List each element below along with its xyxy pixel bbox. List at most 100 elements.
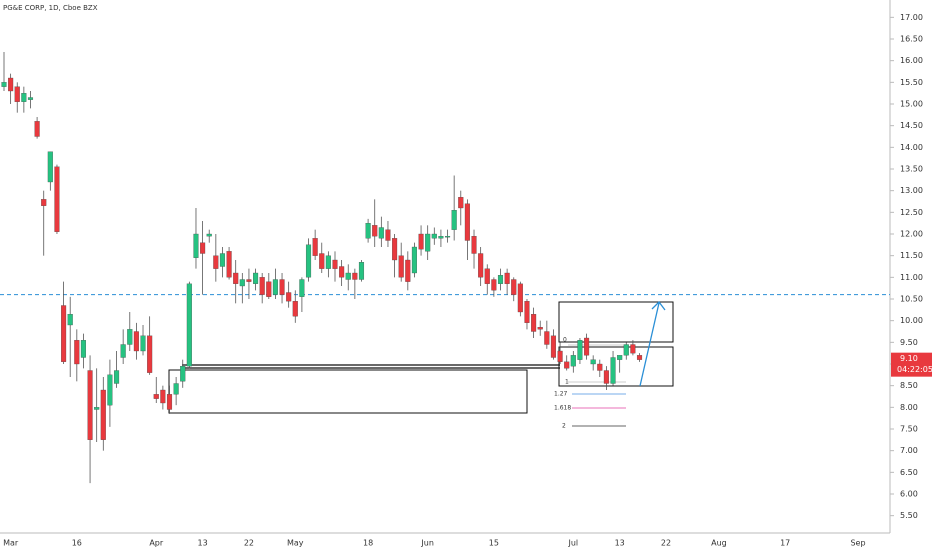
- fib-label: 1: [565, 379, 569, 386]
- x-tick-label: 18: [363, 539, 373, 548]
- candle-body: [524, 301, 530, 323]
- candle-body: [147, 335, 153, 373]
- x-tick-label: Mar: [3, 539, 19, 548]
- candle-body: [365, 223, 371, 239]
- candle-body: [511, 279, 517, 295]
- candle-body: [597, 363, 603, 371]
- candle-body: [100, 389, 106, 440]
- candle-body: [193, 233, 199, 258]
- x-tick-label: Aug: [711, 539, 727, 548]
- candle-body: [444, 236, 451, 238]
- price-tag-label: 9.10: [900, 354, 918, 363]
- candle-body: [206, 233, 212, 237]
- candle-body: [352, 272, 358, 280]
- candle-body: [537, 327, 543, 330]
- candle-body: [27, 97, 34, 100]
- y-tick-label: 6.50: [900, 468, 918, 477]
- candle-body: [87, 370, 93, 440]
- candle-body: [1, 82, 7, 87]
- candle-body: [41, 199, 47, 206]
- x-tick-label: 16: [72, 539, 82, 548]
- candle-body: [438, 236, 444, 239]
- fib-label: 0: [563, 337, 567, 344]
- candle-body: [14, 86, 20, 102]
- candle-body: [478, 253, 484, 278]
- y-tick-label: 8.00: [900, 403, 918, 412]
- base-box: [558, 346, 674, 387]
- candle-body: [584, 337, 590, 356]
- candle-body: [491, 279, 497, 291]
- candle-body: [339, 266, 345, 278]
- fib-label: 1.618: [554, 405, 571, 412]
- candle-body: [431, 233, 437, 239]
- x-tick-label: 22: [244, 539, 254, 548]
- y-tick-label: 15.00: [900, 100, 923, 109]
- price-tag: [891, 352, 932, 377]
- candle-body: [180, 366, 186, 382]
- candle-body: [378, 227, 384, 239]
- candle-body: [484, 268, 490, 284]
- candle-body: [332, 259, 338, 269]
- y-tick-label: 11.50: [900, 251, 923, 260]
- candle-body: [305, 244, 312, 278]
- candle-body: [21, 93, 27, 102]
- candle-body: [418, 233, 424, 250]
- y-tick-label: 12.50: [900, 208, 923, 217]
- countdown-label: 04:22:05: [897, 365, 932, 374]
- candle-body: [319, 253, 325, 269]
- candle-body: [577, 340, 583, 360]
- candle-body: [279, 279, 285, 295]
- x-tick-label: 17: [780, 539, 790, 548]
- candle-body: [451, 210, 457, 230]
- chart-title: PG&E CORP, 1D, Cboe BZX: [3, 4, 98, 12]
- candle-body: [636, 355, 643, 360]
- candle-body: [557, 350, 563, 362]
- candle-body: [385, 229, 391, 241]
- candle-body: [54, 166, 60, 232]
- candle-body: [113, 370, 120, 384]
- y-tick-label: 13.50: [900, 165, 923, 174]
- candle-body: [398, 255, 404, 278]
- candle-body: [47, 151, 53, 183]
- candle-body: [140, 335, 146, 352]
- candle-body: [200, 242, 206, 254]
- y-tick-label: 7.00: [900, 446, 918, 455]
- target-box: [558, 301, 674, 343]
- candle-body: [166, 394, 173, 410]
- y-tick-label: 10.50: [900, 295, 923, 304]
- y-tick-label: 16.50: [900, 35, 923, 44]
- candle-body: [107, 374, 113, 406]
- candle-body: [504, 272, 510, 284]
- x-tick-label: May: [287, 539, 304, 548]
- candle-body: [160, 389, 166, 404]
- candle-body: [74, 340, 80, 365]
- candle-body: [226, 251, 232, 278]
- candle-body: [603, 370, 609, 384]
- x-tick-label: 22: [661, 539, 671, 548]
- y-tick-label: 12.00: [900, 230, 923, 239]
- candle-body: [272, 279, 278, 295]
- candle-body: [312, 238, 318, 256]
- candle-body: [153, 394, 159, 399]
- candle-body: [120, 344, 126, 358]
- candle-body: [286, 292, 292, 302]
- y-tick-label: 15.50: [900, 78, 923, 87]
- y-tick-label: 6.00: [900, 490, 918, 499]
- candle-body: [34, 121, 40, 137]
- candle-body: [233, 272, 239, 284]
- candle-body: [623, 344, 629, 356]
- y-tick-label: 16.00: [900, 56, 923, 65]
- candle-body: [464, 203, 470, 241]
- candle-body: [259, 277, 265, 295]
- candle-body: [61, 305, 67, 362]
- candle-body: [173, 383, 179, 395]
- projection-arrow: [639, 302, 660, 387]
- x-tick-label: Sep: [850, 539, 865, 548]
- candle-body: [299, 279, 305, 297]
- y-tick-label: 5.50: [900, 511, 918, 520]
- candle-body: [517, 283, 523, 313]
- candle-body: [411, 246, 417, 274]
- x-tick-label: 13: [615, 539, 625, 548]
- x-tick-label: 13: [198, 539, 208, 548]
